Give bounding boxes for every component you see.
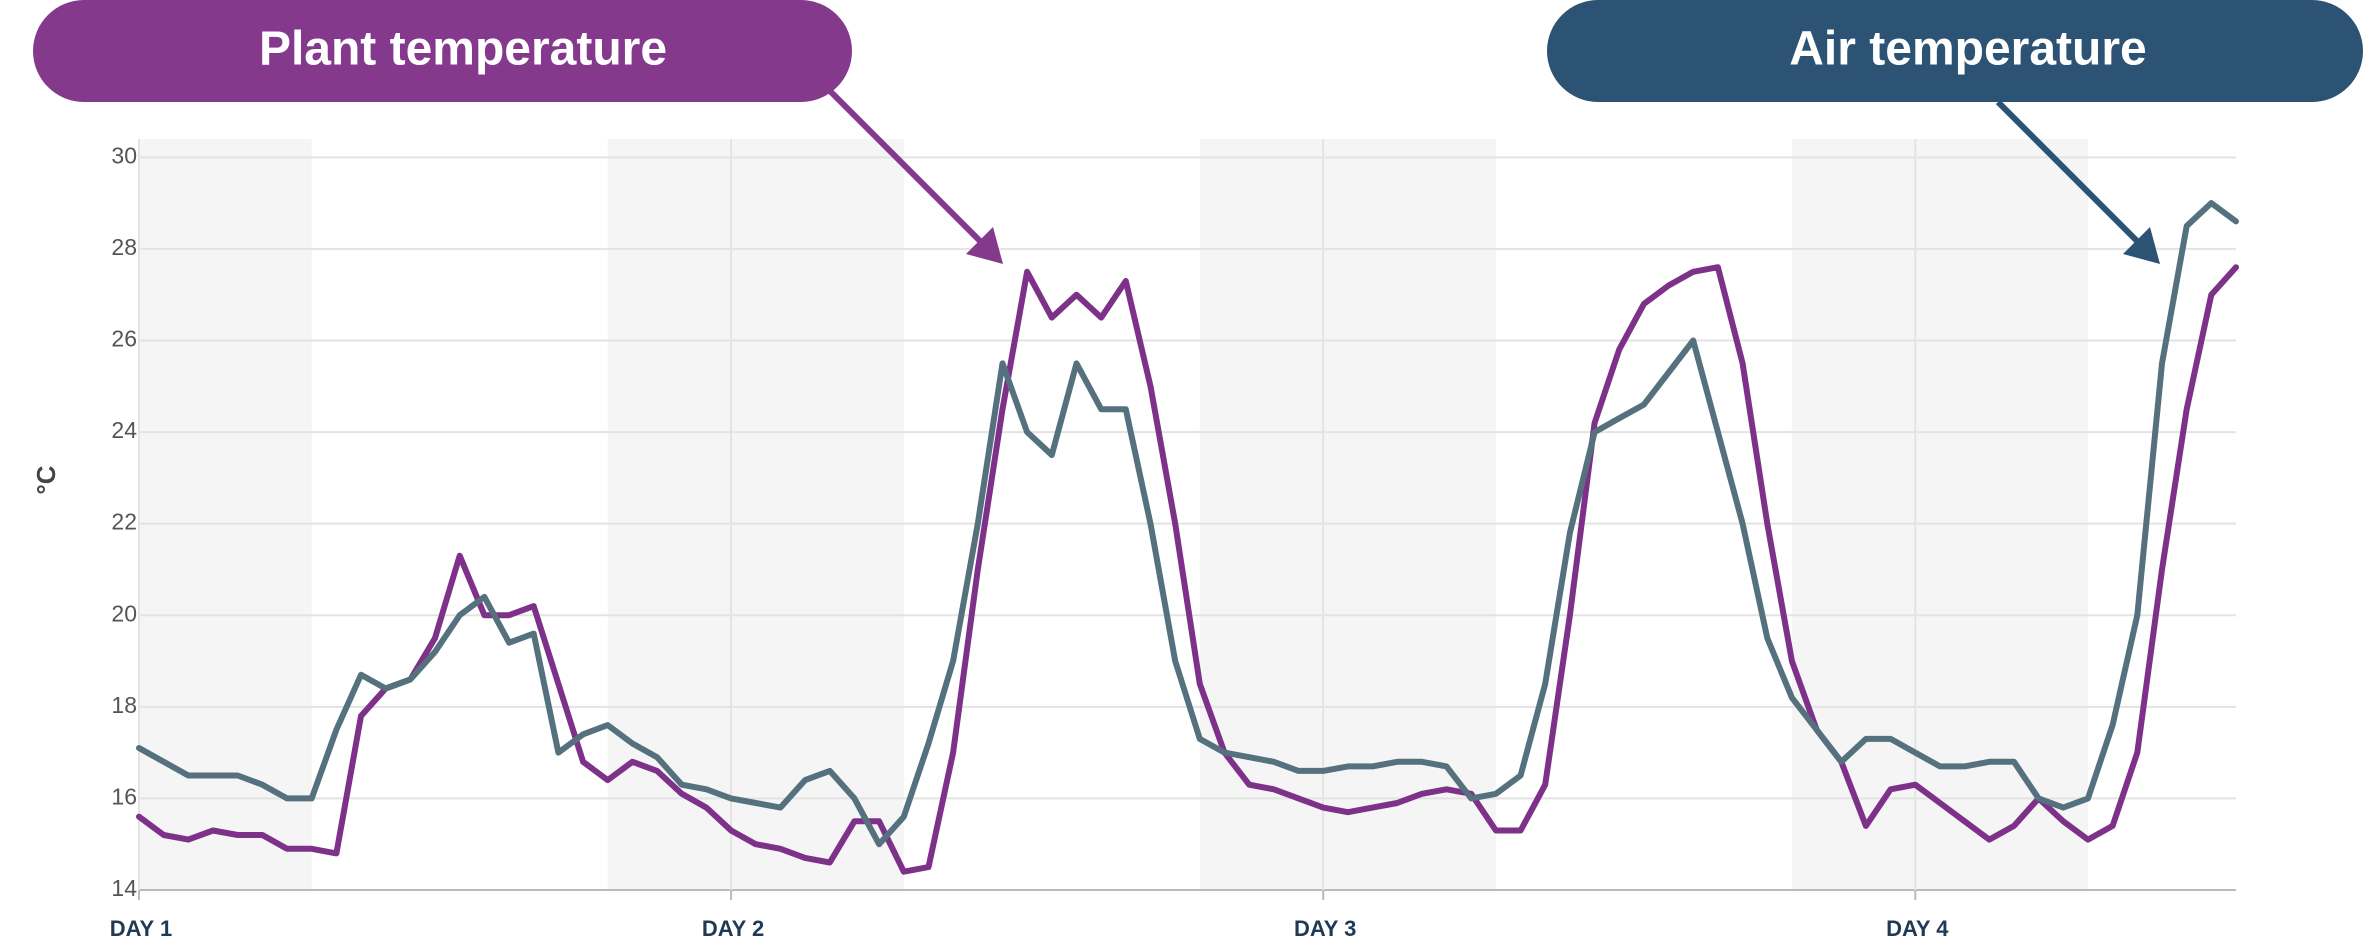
grid bbox=[138, 139, 2236, 900]
callout-box bbox=[33, 0, 852, 102]
callout-text: Plant temperature bbox=[259, 23, 667, 76]
y-tick-label: 16 bbox=[111, 783, 137, 809]
y-tick-label: 24 bbox=[111, 417, 137, 443]
night-band bbox=[607, 139, 904, 890]
lines bbox=[136, 200, 2239, 875]
shaded-bands bbox=[139, 139, 2088, 890]
y-tick-label: 20 bbox=[111, 600, 137, 626]
y-tick-label: 30 bbox=[111, 142, 137, 168]
callouts: Plant temperature Air temperature bbox=[33, 0, 2363, 264]
callout-arrow bbox=[1995, 99, 2146, 250]
y-tick-label: 26 bbox=[111, 326, 137, 352]
y-tick-label: 28 bbox=[111, 234, 137, 260]
series-line bbox=[136, 264, 2239, 875]
y-tick-label: 22 bbox=[111, 509, 137, 535]
x-tick-label: DAY 4 bbox=[1886, 916, 1949, 940]
y-axis-label: °C bbox=[31, 465, 61, 494]
x-tick-label: DAY 2 bbox=[702, 916, 764, 940]
axis-labels: °C 14 16 18 20 22 24 26 28 30 DAY 1 DAY 2 DAY 3 DAY … bbox=[31, 142, 1949, 940]
series-line bbox=[136, 200, 2239, 848]
x-tick-label: DAY 1 bbox=[110, 916, 172, 940]
y-tick-label: 18 bbox=[111, 692, 137, 718]
callout-box bbox=[1547, 0, 2363, 102]
callout-arrow bbox=[826, 87, 989, 250]
callout-arrowhead bbox=[966, 227, 1003, 264]
y-tick-label: 14 bbox=[111, 875, 137, 901]
callout-text: Air temperature bbox=[1789, 23, 2146, 76]
x-tick-label: DAY 3 bbox=[1294, 916, 1356, 940]
callout-arrowhead bbox=[2123, 227, 2160, 264]
night-band bbox=[1791, 139, 2088, 890]
